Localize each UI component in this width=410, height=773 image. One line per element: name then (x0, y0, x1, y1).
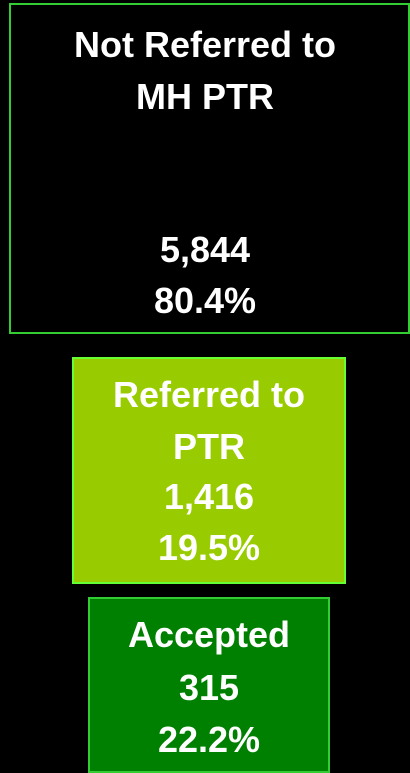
node-percent: 22.2% (157, 719, 261, 760)
node-box (88, 597, 330, 773)
node-label: MH PTR (136, 76, 274, 117)
node-count: 1,416 (163, 476, 255, 517)
node-percent: 80.4% (153, 280, 257, 321)
node-label: Not Referred to (73, 24, 337, 65)
node-label: PTR (173, 426, 245, 467)
node-box (72, 357, 346, 584)
node-percent: 19.5% (157, 527, 261, 568)
node-label: Referred to (112, 374, 306, 415)
node-box (9, 3, 410, 334)
node-count: 5,844 (159, 229, 251, 270)
node-count: 315 (178, 667, 240, 708)
node-label: Accepted (127, 614, 291, 655)
